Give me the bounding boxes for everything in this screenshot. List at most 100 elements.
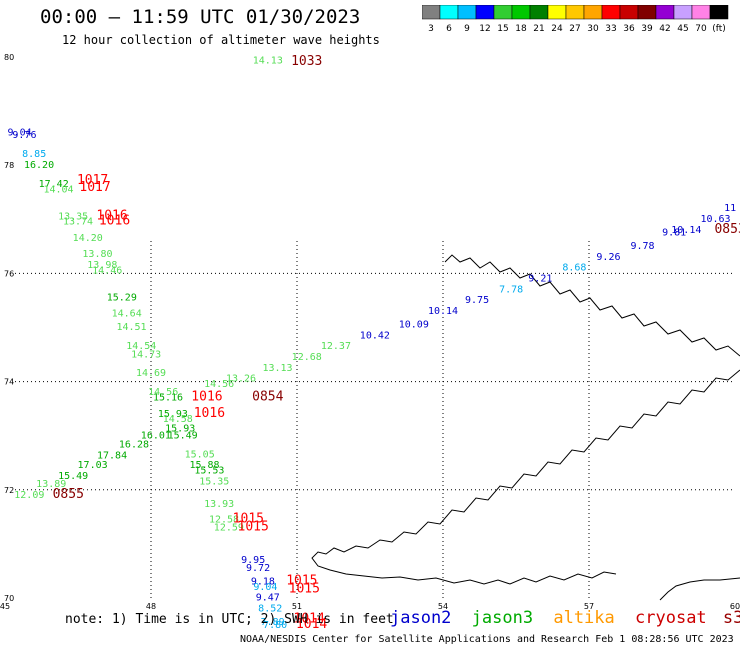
wave-height-value: 13.89 [36,479,66,490]
wave-height-value: 10.42 [360,330,390,341]
colorbar-label: 36 [623,24,635,34]
wave-height-value: 9.78 [630,241,654,252]
colorbar-label: 33 [605,24,616,34]
colorbar-label: 70 [695,24,707,34]
colorbar-label: 39 [641,24,653,34]
pass-time-label: 1017 [79,180,110,195]
lon-tick-label: 54 [438,602,448,611]
wave-height-value: 12.59 [214,522,244,533]
wave-height-value: 14.20 [73,233,103,244]
wave-height-value: 16.01 [141,430,171,441]
wave-height-value: 13.80 [82,249,112,260]
wave-height-value: 9.75 [465,295,489,306]
wave-height-value: 14.69 [136,368,166,379]
colorbar-label: 30 [587,24,599,34]
pass-time-label: 1016 [191,390,222,405]
colorbar-label: 9 [464,24,470,34]
wave-height-value: 9.76 [12,130,36,141]
map-subtitle: 12 hour collection of altimeter wave hei… [62,33,380,47]
wave-height-value: 9.18 [251,576,275,587]
lon-tick-label: 51 [292,602,302,611]
pass-time-label: 1015 [289,582,320,597]
colorbar-label: 42 [659,24,670,34]
lon-tick-label: 48 [146,602,156,611]
lon-tick-label: 60 [730,602,740,611]
wave-height-value: 14.56 [148,387,178,398]
wave-height-value: 14.56 [204,379,234,390]
wave-height-value: 12.37 [321,341,351,352]
wave-height-value: 16.20 [24,160,54,171]
coastline-novaya-zemlya [311,254,740,601]
wave-height-value: 14.13 [253,55,283,66]
wave-height-observations: 14.139.049.768.8516.2017.4214.0413.3513.… [8,55,737,630]
wave-height-value: 17.03 [78,460,108,471]
pass-time-label: 1014 [294,611,325,626]
wave-height-value: 10.63 [700,214,730,225]
colorbar-label: 3 [428,24,434,34]
wave-height-value: 13.93 [204,499,234,510]
pass-time-label: 1014 [296,617,327,632]
legend-s3a: s3a [722,608,740,628]
map-title: 00:00 – 11:59 UTC 01/30/2023 [40,6,361,28]
colorbar-label: (ft) [712,24,726,34]
legend-jason2: jason2 [390,608,452,628]
lat-tick-label: 72 [4,486,14,495]
pass-time-label: 1015 [233,511,264,526]
wave-height-value: 14.54 [126,341,156,352]
lat-tick-label: 70 [4,594,14,603]
wave-height-value: 13.98 [87,260,117,271]
wave-height-value: 17.84 [97,450,127,461]
colorbar-label: 12 [479,24,490,34]
pass-time-label: 1015 [286,573,317,588]
wave-height-value: 15.35 [199,476,229,487]
wave-height-value: 15.88 [189,460,219,471]
colorbar-label: 6 [446,24,452,34]
wave-height-value: 8.85 [22,149,46,160]
pass-time-label: 1016 [194,406,225,421]
wave-height-value: 9.21 [528,274,552,285]
wave-height-value: 15.93 [158,409,188,420]
pass-time-label: 0854 [252,390,283,405]
lat-tick-label: 78 [4,161,14,170]
pass-time-label: 0855 [53,487,84,502]
colorbar-label: 45 [677,24,688,34]
wave-height-value: 13.35 [58,211,88,222]
wave-height-value: 15.93 [165,423,195,434]
units-note: note: 1) Time is in UTC; 2) SWH is in fe… [65,612,394,627]
legend-cryosat: cryosat [635,608,707,628]
wave-height-value: 9.81 [662,228,686,239]
wave-height-value: 15.49 [168,430,198,441]
satellite-legend: jason2 jason3 altika cryosat s3a [390,608,740,628]
wave-height-value: 14.73 [131,349,161,360]
wave-height-value: 9.95 [241,555,265,566]
wave-height-value: 12.68 [292,352,322,363]
wave-height-value: 10.14 [671,225,701,236]
wave-height-value: 11 [724,203,736,214]
colorbar-label: 18 [515,24,527,34]
wave-height-value: 9.47 [256,593,280,604]
wave-height-value: 14.51 [116,322,146,333]
wave-height-value: 12.58 [209,514,239,525]
lon-tick-label: 57 [584,602,594,611]
wave-height-value: 7.78 [499,284,523,295]
wave-height-value: 14.04 [43,184,73,195]
wave-height-value: 15.16 [153,393,183,404]
wave-height-value: 9.04 [8,127,32,138]
lat-tick-label: 76 [4,269,14,278]
lat-tick-label: 74 [4,378,14,387]
colorbar-label: 24 [551,24,563,34]
wave-height-value: 8.68 [562,263,586,274]
wave-height-value: 14.64 [112,309,142,320]
pass-time-label: 1016 [99,214,130,229]
pass-time-labels: 1033101710171016101608531016101608540855… [53,54,740,632]
pass-time-label: 1015 [238,519,269,534]
wave-height-value: 9.72 [246,563,270,574]
wave-height-value: 7.80 [263,620,287,631]
wave-height-value: 13.26 [226,374,256,385]
wave-height-value: 8.52 [258,604,282,615]
wave-height-value: 15.29 [107,292,137,303]
wave-height-value: 14.46 [92,265,122,276]
pass-time-label: 1016 [96,208,127,223]
